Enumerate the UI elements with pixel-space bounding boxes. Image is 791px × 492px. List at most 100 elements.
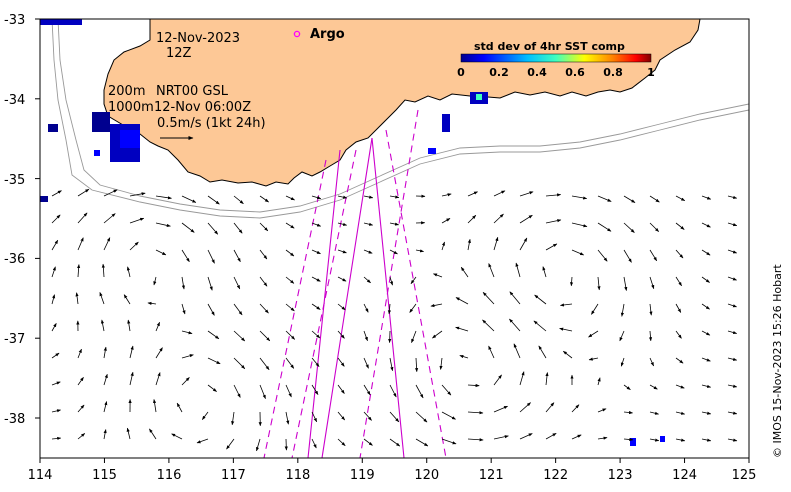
depth-1000-label: 1000m bbox=[108, 100, 154, 115]
current-vector-arrow bbox=[467, 191, 478, 197]
colorbar-tick: 1 bbox=[647, 66, 655, 79]
source-time-label: 12-Nov 06:00Z bbox=[154, 100, 251, 115]
current-vector-arrow bbox=[649, 357, 654, 367]
current-vector-arrow bbox=[285, 411, 290, 425]
current-vector-arrow bbox=[675, 330, 682, 339]
current-vector-arrow bbox=[545, 193, 562, 197]
current-vector-arrow bbox=[363, 438, 373, 446]
current-vector-arrow bbox=[488, 345, 495, 359]
hour-label: 12Z bbox=[166, 46, 192, 61]
current-vector-arrow bbox=[488, 263, 495, 278]
colorbar-tick: 0.8 bbox=[603, 66, 623, 79]
current-vector-arrow bbox=[337, 195, 348, 199]
current-vector-arrow bbox=[619, 330, 625, 342]
current-vector-arrow bbox=[259, 357, 270, 371]
current-vector-arrow bbox=[675, 249, 684, 259]
x-tick-label: 122 bbox=[543, 468, 568, 483]
source-label: NRT00 GSL bbox=[156, 84, 229, 99]
current-vector-arrow bbox=[75, 292, 79, 305]
current-vector-arrow bbox=[285, 276, 295, 284]
current-vector-arrow bbox=[233, 222, 243, 234]
current-vector-arrow bbox=[77, 348, 82, 359]
current-vector-arrow bbox=[701, 195, 712, 200]
current-vector-arrow bbox=[363, 384, 371, 396]
current-vector-arrow bbox=[259, 303, 269, 314]
current-vector-arrow bbox=[233, 195, 244, 205]
current-vector-arrow bbox=[460, 266, 469, 278]
current-vector-arrow bbox=[285, 222, 295, 229]
current-vector-arrow bbox=[482, 292, 495, 305]
current-vector-arrow bbox=[363, 303, 369, 313]
current-vector-arrow bbox=[597, 195, 612, 202]
current-vector-arrow bbox=[233, 276, 241, 290]
current-vector-arrow bbox=[311, 249, 321, 255]
current-vector-arrow bbox=[51, 381, 61, 386]
current-vector-arrow bbox=[545, 432, 557, 440]
current-vector-arrow bbox=[337, 330, 345, 339]
current-vector-arrow bbox=[538, 345, 547, 359]
current-vector-arrow bbox=[571, 434, 582, 440]
current-vector-arrow bbox=[311, 195, 322, 200]
current-vector-arrow bbox=[176, 402, 183, 413]
current-vector-arrow bbox=[129, 345, 134, 359]
current-vector-arrow bbox=[623, 222, 635, 233]
current-vector-arrow bbox=[51, 436, 62, 441]
current-vector-arrow bbox=[415, 438, 429, 447]
current-vector-arrow bbox=[623, 437, 634, 442]
current-vector-arrow bbox=[597, 249, 608, 262]
current-vector-arrow bbox=[129, 241, 139, 251]
current-vector-arrow bbox=[126, 427, 131, 440]
current-vector-arrow bbox=[337, 276, 347, 282]
current-vector-arrow bbox=[77, 404, 85, 413]
current-vector-arrow bbox=[337, 411, 346, 421]
current-vector-arrow bbox=[149, 428, 157, 440]
current-vector-arrow bbox=[231, 411, 235, 426]
current-vector-arrow bbox=[51, 322, 57, 332]
current-vector-arrow bbox=[51, 214, 61, 224]
current-vector-arrow bbox=[560, 303, 573, 307]
y-tick-label: -36 bbox=[4, 252, 25, 267]
current-vector-arrow bbox=[337, 438, 346, 446]
current-vector-arrow bbox=[129, 371, 134, 386]
current-vector-arrow bbox=[455, 297, 469, 305]
map-area bbox=[40, 19, 749, 458]
current-vector-arrow bbox=[77, 264, 81, 278]
current-vector-arrow bbox=[259, 330, 271, 342]
current-vector-arrow bbox=[337, 357, 345, 367]
current-vector-arrow bbox=[727, 303, 737, 308]
current-vector-arrow bbox=[259, 249, 268, 260]
current-vector-arrow bbox=[597, 436, 608, 440]
current-vector-arrow bbox=[233, 357, 246, 369]
current-vector-arrow bbox=[441, 193, 452, 197]
current-vector-arrow bbox=[545, 402, 555, 413]
current-vector-arrow bbox=[562, 350, 573, 359]
current-vector-arrow bbox=[155, 372, 161, 386]
current-vector-arrow bbox=[207, 276, 213, 291]
current-vector-arrow bbox=[337, 249, 347, 254]
header-info: 12-Nov-2023 12Z 200m NRT00 GSL 1000m 12-… bbox=[108, 31, 266, 140]
credit-text: © IMOS 15-Nov-2023 15:26 Hobart bbox=[771, 264, 784, 458]
current-vector-arrow bbox=[519, 237, 528, 251]
current-vector-arrow bbox=[519, 371, 525, 386]
current-vector-arrow bbox=[207, 384, 217, 392]
current-vector-arrow bbox=[233, 249, 241, 263]
current-vector-arrow bbox=[233, 303, 243, 316]
current-vector-arrow bbox=[515, 262, 521, 278]
current-vector-arrow bbox=[571, 404, 580, 413]
current-vector-arrow bbox=[147, 301, 157, 305]
sst-std-patches bbox=[40, 19, 665, 446]
current-vector-arrow bbox=[439, 357, 443, 370]
track-solid-3 bbox=[321, 137, 373, 458]
current-vector-arrow bbox=[430, 303, 443, 308]
current-vector-arrow bbox=[337, 303, 346, 311]
current-vector-arrow bbox=[127, 319, 131, 332]
y-tick-label: -37 bbox=[4, 332, 25, 347]
current-vector-arrow bbox=[701, 357, 711, 362]
current-vector-arrow bbox=[311, 411, 318, 423]
current-vector-arrow bbox=[467, 438, 484, 442]
track-dashed-1 bbox=[263, 159, 327, 458]
track-dashed-2 bbox=[291, 149, 357, 458]
current-vector-arrow bbox=[675, 384, 685, 389]
current-vector-arrow bbox=[363, 249, 373, 254]
